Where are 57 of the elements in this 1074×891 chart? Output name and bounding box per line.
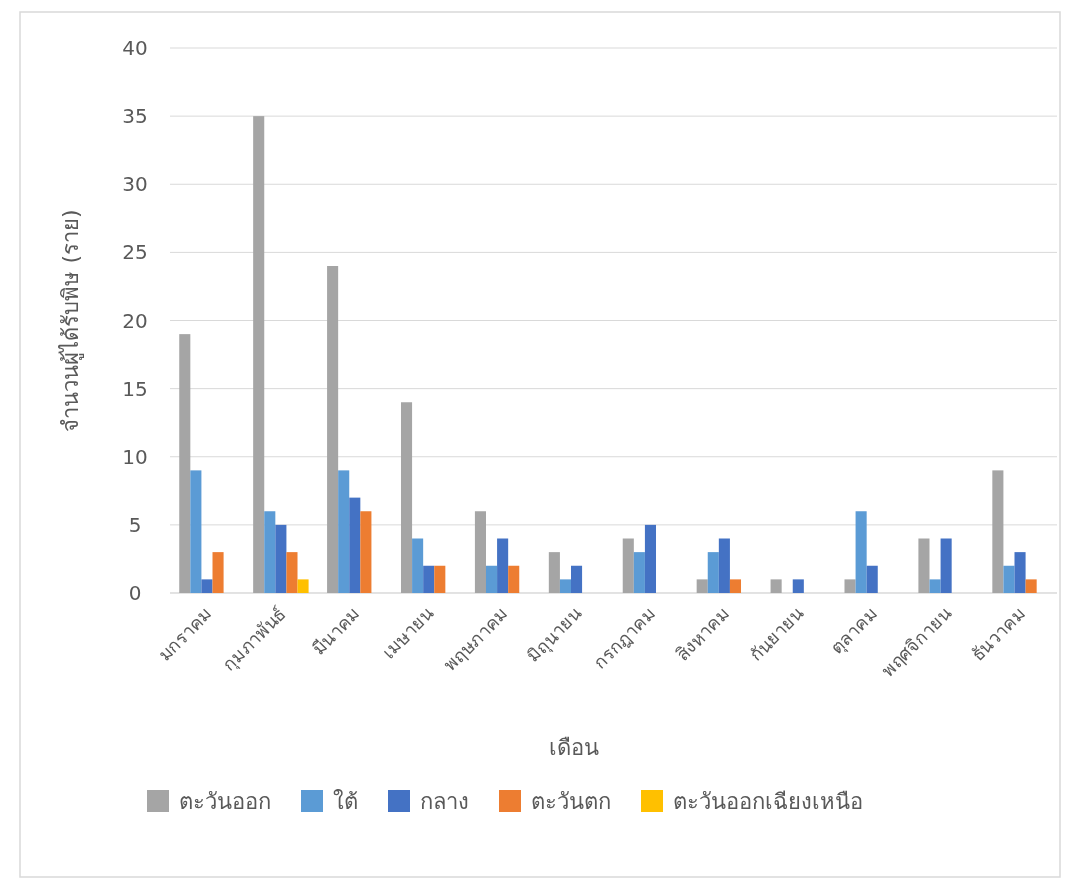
bar — [929, 579, 941, 593]
y-tick-label: 5 — [128, 512, 142, 537]
bar — [253, 116, 265, 593]
bar — [548, 552, 560, 593]
bar — [1014, 552, 1026, 593]
y-tick-label: 25 — [122, 240, 148, 265]
bar — [844, 579, 856, 593]
bar — [508, 565, 520, 593]
y-tick-label: 15 — [122, 376, 148, 401]
bar — [497, 538, 509, 593]
bar — [792, 579, 804, 593]
bar — [201, 579, 213, 593]
bar — [485, 565, 498, 593]
bar — [179, 334, 191, 593]
bar — [286, 552, 298, 593]
bar — [633, 552, 645, 593]
bar — [571, 565, 583, 593]
bar — [474, 511, 486, 593]
y-tick-label: 35 — [122, 104, 148, 129]
bar — [770, 579, 782, 593]
bar — [718, 538, 730, 593]
bar — [992, 470, 1004, 593]
bar — [360, 511, 372, 593]
bar — [434, 565, 446, 593]
bar — [212, 552, 224, 593]
bar — [918, 538, 930, 593]
bar — [1003, 565, 1015, 593]
bar — [400, 402, 413, 593]
bar — [940, 538, 952, 593]
legend-label: กลาง — [420, 789, 469, 814]
legend-label: ตะวันออก — [179, 789, 271, 814]
bar — [423, 565, 435, 593]
y-tick-label: 40 — [122, 36, 148, 60]
y-tick-label: 0 — [128, 581, 142, 605]
bar — [327, 266, 339, 593]
x-axis-title: เดือน — [548, 735, 599, 760]
bar — [349, 497, 361, 593]
bar — [412, 538, 424, 593]
y-tick-label: 20 — [122, 308, 148, 333]
bar — [338, 470, 350, 593]
bar — [1025, 579, 1037, 593]
bar — [866, 565, 878, 593]
bar — [559, 579, 571, 593]
bar — [855, 511, 867, 593]
bar — [275, 524, 287, 593]
bar — [190, 470, 202, 593]
bar — [264, 511, 276, 593]
y-axis-title: จำนวนผู้ได้รับพิษ (ราย) — [58, 209, 84, 432]
y-tick-label: 30 — [122, 172, 148, 197]
bar — [696, 579, 708, 593]
y-tick-label: 10 — [122, 444, 148, 469]
bar — [644, 524, 656, 593]
bar — [729, 579, 742, 593]
bar — [622, 538, 634, 593]
legend-label: ใต้ — [333, 789, 358, 814]
bar — [707, 552, 719, 593]
legend-label: ตะวันตก — [531, 789, 611, 814]
